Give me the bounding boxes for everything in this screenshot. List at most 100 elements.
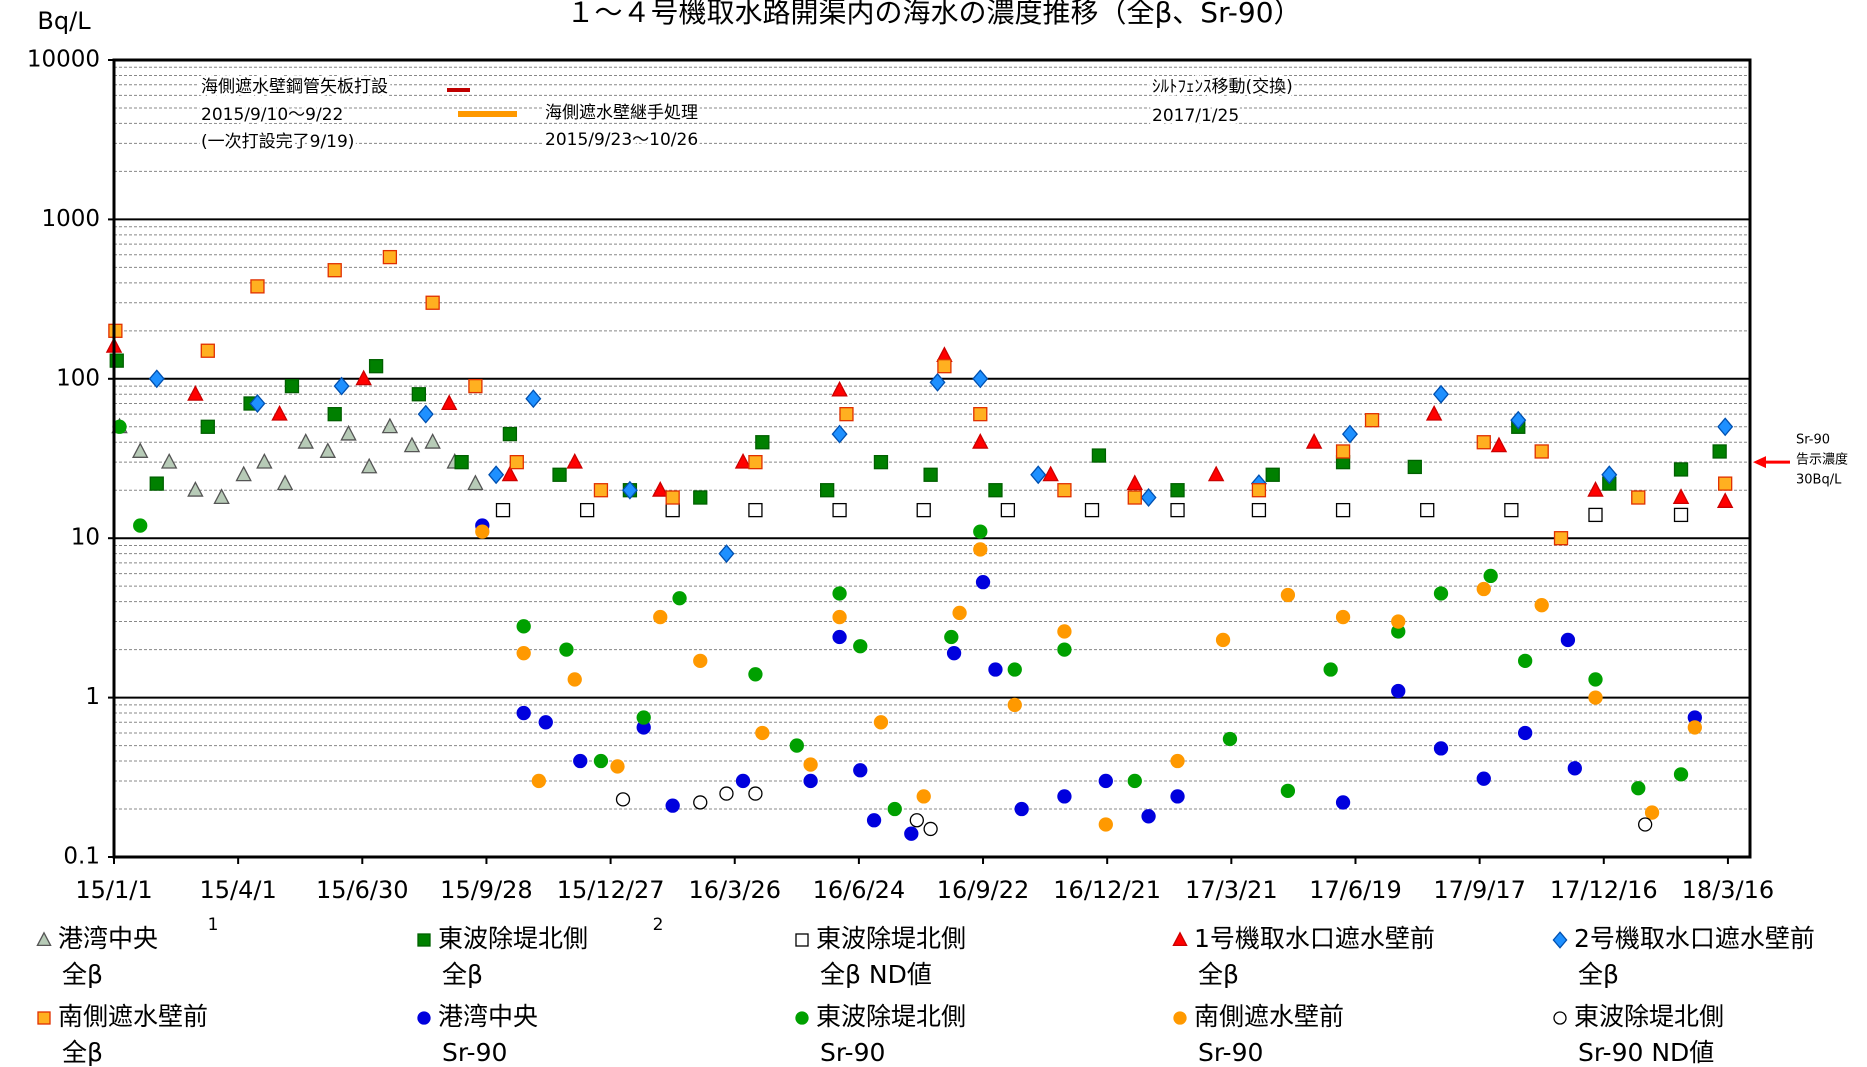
point [1483, 568, 1498, 584]
x-tick-label: 18/3/16 [1682, 876, 1775, 904]
point [271, 404, 288, 421]
x-tick-label: 15/6/30 [316, 876, 409, 904]
point [1098, 817, 1113, 832]
point [1170, 753, 1185, 769]
point [1673, 767, 1689, 782]
legend-marker [1173, 1011, 1187, 1025]
point [929, 372, 946, 392]
point [755, 435, 770, 450]
point [1341, 424, 1358, 444]
point [213, 488, 230, 505]
point [719, 786, 734, 801]
point [937, 359, 952, 374]
x-tick-label: 17/3/21 [1185, 876, 1278, 904]
point [1672, 488, 1690, 505]
point [1091, 448, 1107, 463]
point [495, 502, 511, 518]
point [425, 295, 440, 310]
reference-label: 30Bq/L [1796, 473, 1842, 488]
point [1280, 587, 1296, 603]
point [1718, 476, 1733, 491]
point [109, 353, 124, 368]
point [573, 753, 588, 769]
point [552, 467, 567, 482]
point [1588, 507, 1603, 523]
y-tick-label: 10 [71, 525, 100, 551]
point [355, 369, 372, 386]
point [1007, 697, 1022, 713]
point [1280, 783, 1296, 799]
point [1207, 465, 1225, 482]
point [1518, 653, 1533, 669]
point [636, 710, 651, 725]
point [1391, 614, 1406, 629]
point [1407, 459, 1422, 475]
point [1560, 632, 1576, 648]
point [975, 575, 991, 590]
legend-label: 東波除堤北側全β ND値 [816, 924, 966, 989]
point [1420, 502, 1435, 518]
x-tick-label: 15/9/28 [440, 876, 533, 904]
point [319, 442, 337, 458]
point [1126, 474, 1143, 491]
point [516, 646, 531, 661]
point [149, 476, 164, 491]
point [923, 821, 938, 837]
legend-label: 1号機取水口遮水壁前全β [1194, 924, 1435, 989]
point [187, 385, 204, 401]
point [1251, 483, 1267, 498]
point [1030, 465, 1047, 485]
x-tick-label: 16/9/22 [937, 876, 1030, 904]
point [610, 759, 625, 774]
point [1057, 789, 1072, 804]
point [718, 544, 735, 564]
point [735, 773, 751, 789]
point [1476, 771, 1491, 786]
point [693, 653, 708, 669]
point [1644, 805, 1660, 820]
point [593, 483, 609, 498]
point [873, 454, 889, 470]
point [1335, 444, 1351, 459]
point [853, 763, 868, 778]
point [973, 542, 988, 557]
point [693, 490, 708, 505]
point [403, 436, 421, 453]
point [923, 467, 938, 482]
point [1305, 433, 1323, 449]
legend-label: 南側遮水壁前全β [58, 1002, 208, 1067]
point [734, 452, 752, 469]
point [411, 387, 427, 402]
point [672, 591, 687, 606]
point [475, 524, 490, 539]
point [502, 426, 518, 442]
point [1057, 624, 1072, 639]
point [1057, 642, 1072, 657]
legend-label: 東波除堤北側 Sr-90 [816, 1002, 966, 1067]
point [1476, 581, 1491, 597]
point [1335, 609, 1351, 625]
point [327, 407, 342, 422]
point [1476, 435, 1491, 450]
legend-label: 港湾中央 Sr-90 [438, 1002, 538, 1067]
point [873, 715, 889, 730]
point [1127, 490, 1142, 505]
point [1712, 444, 1727, 459]
legend-label: 港湾中央全β [58, 924, 158, 989]
point [1631, 490, 1646, 505]
point [340, 424, 357, 441]
annotation: 2015/9/10～9/22 [201, 105, 343, 125]
point [1534, 598, 1549, 613]
point [1490, 436, 1508, 453]
point [832, 609, 847, 625]
point [866, 813, 882, 828]
point [381, 417, 399, 434]
point [972, 369, 989, 389]
point [593, 753, 609, 769]
x-tick-label: 16/6/24 [813, 876, 906, 904]
point [200, 343, 215, 358]
point [748, 454, 763, 470]
point [148, 369, 165, 389]
annotation: ｼﾙﾄﾌｪﾝｽ移動(交換) [1152, 77, 1293, 97]
